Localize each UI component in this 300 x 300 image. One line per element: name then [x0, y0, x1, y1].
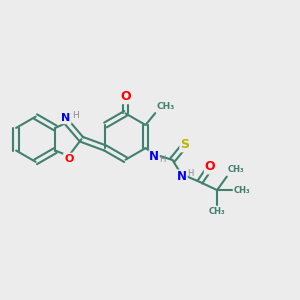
Text: CH₃: CH₃	[156, 102, 175, 111]
Text: CH₃: CH₃	[228, 166, 244, 175]
Text: N: N	[61, 113, 70, 123]
Text: O: O	[120, 90, 131, 103]
Text: CH₃: CH₃	[209, 207, 225, 216]
Text: H: H	[73, 111, 79, 120]
Text: H: H	[187, 169, 194, 178]
Text: N: N	[177, 170, 187, 183]
Text: O: O	[205, 160, 215, 173]
Text: N: N	[149, 150, 159, 163]
Text: O: O	[64, 154, 74, 164]
Text: S: S	[180, 138, 189, 152]
Text: CH₃: CH₃	[233, 186, 250, 195]
Text: H: H	[160, 155, 166, 164]
